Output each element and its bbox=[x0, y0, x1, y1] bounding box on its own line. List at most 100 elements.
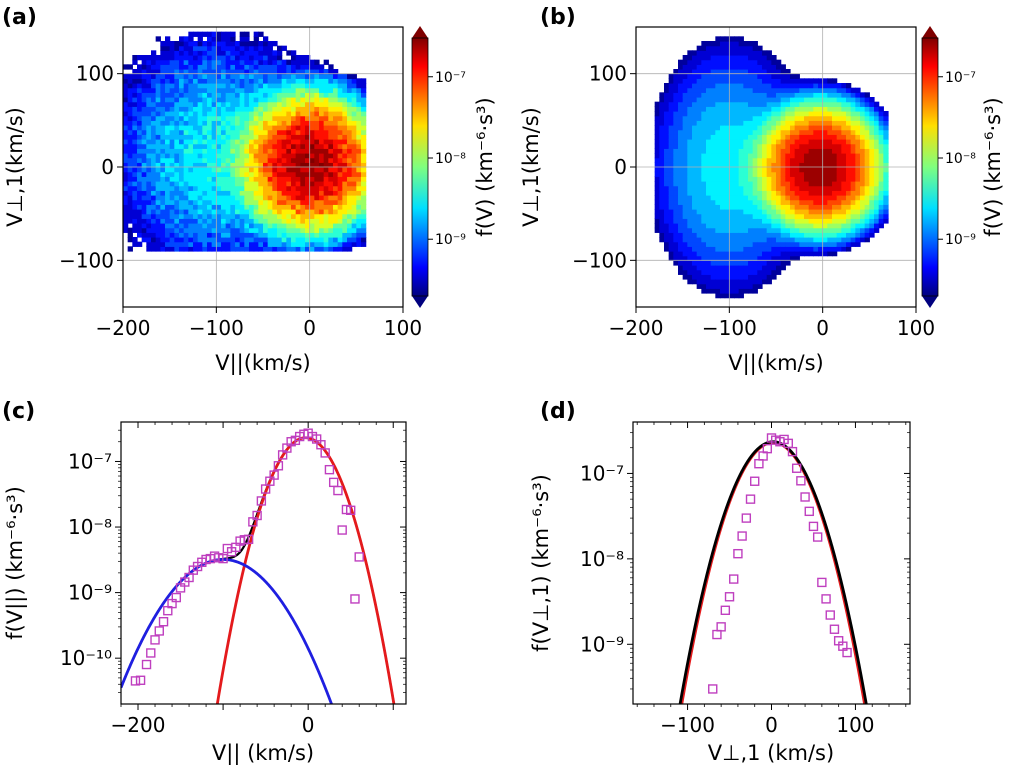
heatmap-cell bbox=[160, 64, 166, 70]
heatmap-cell bbox=[869, 106, 875, 112]
heatmap-cell bbox=[179, 87, 185, 93]
heatmap-cell bbox=[804, 195, 810, 201]
heatmap-cell bbox=[123, 115, 129, 121]
heatmap-cell bbox=[160, 134, 166, 140]
heatmap-cell bbox=[855, 185, 861, 191]
heatmap-cell bbox=[668, 232, 674, 238]
heatmap-cell bbox=[151, 97, 157, 103]
heatmap-cell bbox=[664, 204, 670, 210]
heatmap-cell bbox=[874, 115, 880, 121]
heatmap-cell bbox=[766, 176, 772, 182]
heatmap-cell bbox=[766, 129, 772, 135]
heatmap-cell bbox=[169, 153, 175, 159]
heatmap-cell bbox=[696, 255, 702, 261]
heatmap-cell bbox=[347, 218, 353, 224]
heatmap-cell bbox=[673, 185, 679, 191]
heatmap-cell bbox=[155, 246, 161, 252]
heatmap-cell bbox=[183, 199, 189, 205]
heatmap-cell bbox=[836, 181, 842, 187]
heatmap-cell bbox=[678, 106, 684, 112]
heatmap-cell bbox=[729, 288, 735, 294]
heatmap-cell bbox=[286, 97, 292, 103]
heatmap-cell bbox=[766, 199, 772, 205]
heatmap-cell bbox=[239, 87, 245, 93]
heatmap-cell bbox=[687, 69, 693, 75]
heatmap-cell bbox=[258, 199, 264, 205]
heatmap-cell bbox=[202, 73, 208, 79]
heatmap-cell bbox=[165, 139, 171, 145]
heatmap-cell bbox=[230, 213, 236, 219]
heatmap-cell bbox=[202, 148, 208, 154]
heatmap-cell bbox=[682, 125, 688, 131]
heatmap-cell bbox=[692, 139, 698, 145]
heatmap-cell bbox=[836, 209, 842, 215]
heatmap-cell bbox=[706, 134, 712, 140]
heatmap-cell bbox=[743, 115, 749, 121]
heatmap-cell bbox=[351, 129, 357, 135]
heatmap-cell bbox=[846, 162, 852, 168]
heatmap-cell bbox=[202, 209, 208, 215]
heatmap-cell bbox=[183, 78, 189, 84]
heatmap-cell bbox=[309, 157, 315, 163]
heatmap-cell bbox=[729, 153, 735, 159]
heatmap-cell bbox=[216, 125, 222, 131]
heatmap-cell bbox=[668, 73, 674, 79]
heatmap-cell bbox=[724, 148, 730, 154]
heatmap-cell bbox=[333, 176, 339, 182]
heatmap-cell bbox=[281, 237, 287, 243]
heatmap-cell bbox=[827, 83, 833, 89]
heatmap-cell bbox=[734, 227, 740, 233]
heatmap-cell bbox=[696, 45, 702, 51]
heatmap-cell bbox=[771, 101, 777, 107]
heatmap-cell bbox=[197, 185, 203, 191]
heatmap-cell bbox=[183, 36, 189, 42]
heatmap-cell bbox=[235, 237, 241, 243]
y-tick-label: 10⁻⁸ bbox=[68, 515, 112, 539]
heatmap-cell bbox=[692, 111, 698, 117]
heatmap-cell bbox=[137, 223, 143, 229]
heatmap-cell bbox=[197, 69, 203, 75]
heatmap-cell bbox=[207, 195, 213, 201]
heatmap-cell bbox=[710, 199, 716, 205]
heatmap-cell bbox=[300, 167, 306, 173]
heatmap-cell bbox=[155, 36, 161, 42]
heatmap-cell bbox=[202, 246, 208, 252]
heatmap-cell bbox=[878, 120, 884, 126]
heatmap-cell bbox=[146, 167, 152, 173]
heatmap-cell bbox=[794, 139, 800, 145]
heatmap-cell bbox=[141, 69, 147, 75]
heatmap-cell bbox=[263, 101, 269, 107]
heatmap-cell bbox=[169, 87, 175, 93]
heatmap-cell bbox=[165, 134, 171, 140]
heatmap-cell bbox=[123, 209, 129, 215]
heatmap-cell bbox=[743, 97, 749, 103]
heatmap-cell bbox=[183, 157, 189, 163]
heatmap-cell bbox=[272, 195, 278, 201]
heatmap-cell bbox=[841, 213, 847, 219]
heatmap-cell bbox=[155, 129, 161, 135]
heatmap-cell bbox=[141, 213, 147, 219]
heatmap-cell bbox=[295, 153, 301, 159]
heatmap-cell bbox=[169, 97, 175, 103]
heatmap-cell bbox=[333, 185, 339, 191]
heatmap-cell bbox=[818, 241, 824, 247]
heatmap-cell bbox=[794, 83, 800, 89]
heatmap-cell bbox=[235, 69, 241, 75]
heatmap-cell bbox=[785, 101, 791, 107]
heatmap-cell bbox=[211, 115, 217, 121]
heatmap-cell bbox=[286, 167, 292, 173]
heatmap-cell bbox=[687, 199, 693, 205]
heatmap-cell bbox=[860, 129, 866, 135]
heatmap-cell bbox=[743, 274, 749, 280]
heatmap-cell bbox=[762, 153, 768, 159]
heatmap-cell bbox=[300, 232, 306, 238]
heatmap-cell bbox=[818, 148, 824, 154]
heatmap-cell bbox=[780, 134, 786, 140]
heatmap-cell bbox=[165, 73, 171, 79]
panel-b-contour-cells bbox=[654, 36, 889, 299]
heatmap-cell bbox=[197, 31, 203, 37]
heatmap-cell bbox=[347, 246, 353, 252]
heatmap-cell bbox=[235, 204, 241, 210]
heatmap-cell bbox=[207, 153, 213, 159]
heatmap-cell bbox=[300, 223, 306, 229]
